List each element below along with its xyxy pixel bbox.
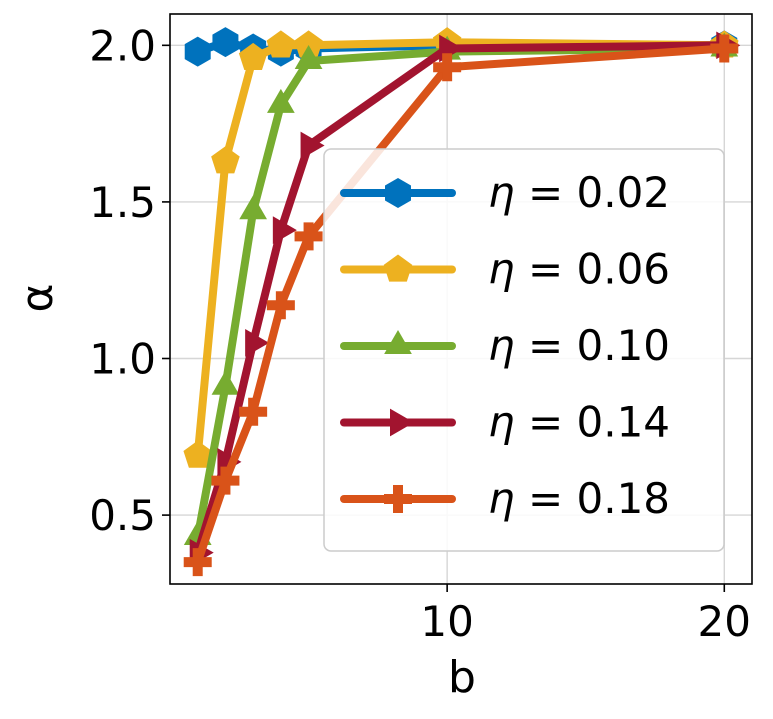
legend-label: η = 0.18	[488, 474, 670, 523]
legend-label: η = 0.10	[488, 321, 670, 370]
legend-entry: η = 0.18	[340, 474, 670, 523]
data-point	[212, 27, 239, 58]
data-point	[433, 53, 462, 82]
legend-entry: η = 0.14	[340, 398, 670, 447]
data-point	[239, 397, 268, 426]
legend-marker	[384, 330, 412, 354]
data-point	[238, 42, 268, 70]
data-point	[183, 548, 212, 577]
plot-frame	[169, 13, 753, 585]
legend-label: η = 0.06	[488, 245, 670, 294]
series-4	[183, 34, 739, 577]
data-point	[300, 131, 325, 160]
legend-entry: η = 0.02	[340, 168, 670, 217]
data-point	[239, 195, 268, 220]
y-tick-label: 0.5	[89, 491, 156, 540]
data-point	[272, 216, 297, 244]
data-point	[266, 30, 296, 58]
y-axis-label: α	[12, 283, 63, 312]
data-point	[294, 30, 323, 58]
legend-marker	[384, 485, 412, 513]
series-layer	[183, 27, 741, 577]
data-point	[183, 440, 212, 468]
y-tick-label: 1.0	[89, 335, 156, 384]
x-tick-label: 10	[420, 597, 473, 646]
data-point	[294, 44, 323, 69]
data-point	[266, 291, 295, 320]
data-point	[710, 34, 739, 63]
x-tick-label: 20	[698, 597, 751, 646]
data-point	[211, 370, 240, 395]
legend-entry: η = 0.10	[340, 321, 670, 370]
legend-entry: η = 0.06	[340, 245, 670, 294]
legend-marker	[385, 178, 411, 208]
legend-label: η = 0.14	[488, 398, 670, 447]
data-point	[266, 88, 295, 113]
axis-ticks: 10 20 0.5 1.0 1.5 2.0	[89, 21, 751, 646]
y-tick-label: 1.5	[89, 178, 156, 227]
data-point	[211, 466, 240, 495]
legend-box	[323, 148, 725, 552]
x-axis-label: b	[448, 652, 476, 703]
data-point	[245, 328, 270, 357]
y-tick-label: 2.0	[89, 21, 156, 70]
data-point	[184, 36, 211, 67]
legend-marker	[390, 408, 414, 437]
legend-marker	[383, 254, 413, 282]
legend-label: η = 0.02	[488, 168, 670, 217]
data-point	[211, 146, 240, 174]
data-point	[294, 222, 323, 251]
legend: η = 0.02 η = 0.06 η = 0.10 η = 0.14 η = 0.18	[323, 148, 725, 552]
